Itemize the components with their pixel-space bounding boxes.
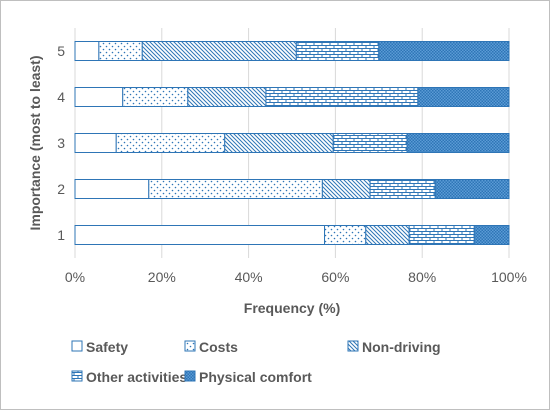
x-tick-label: 100%: [491, 269, 527, 285]
y-tick-label: 4: [57, 89, 65, 105]
x-tick-label: 20%: [148, 269, 176, 285]
bar-segment-other-activities-3: [332, 133, 408, 153]
bars: [74, 41, 510, 245]
bar-segment-safety-2: [74, 179, 150, 199]
bar-segment-costs-5: [98, 41, 143, 61]
bar-segment-non-driving-4: [187, 87, 267, 107]
bar-segment-non-driving-5: [141, 41, 297, 61]
bar-segment-non-driving-3: [224, 133, 334, 153]
x-tick-label: 80%: [408, 269, 436, 285]
legend-item-costs: Costs: [184, 339, 238, 355]
y-axis-title: Importance (most to least): [27, 55, 43, 230]
y-tick-label: 5: [57, 43, 65, 59]
bar-segment-safety-1: [74, 225, 326, 245]
bar-segment-costs-1: [324, 225, 367, 245]
legend-item-non-driving: Non-driving: [347, 339, 441, 355]
y-tick-label: 2: [57, 181, 65, 197]
legend-label: Costs: [199, 339, 238, 355]
bar-segment-costs-3: [115, 133, 226, 153]
bar-segment-other-activities-4: [265, 87, 419, 107]
bar-segment-safety-4: [74, 87, 124, 107]
bar-segment-physical-comfort-1: [473, 225, 510, 245]
bar-segment-safety-5: [74, 41, 100, 61]
bar-segment-costs-4: [122, 87, 189, 107]
bar-segment-physical-comfort-3: [406, 133, 510, 153]
x-tick-label: 60%: [321, 269, 349, 285]
legend-swatch: [347, 340, 359, 352]
x-tick-label: 0%: [65, 269, 85, 285]
bar-segment-other-activities-2: [369, 179, 436, 199]
legend: Safety Costs Non-driving Other activities Ph…: [71, 339, 441, 385]
legend-label: Non-driving: [362, 339, 441, 355]
legend-item-physical-comfort: Physical comfort: [184, 369, 312, 385]
legend-label: Safety: [86, 339, 128, 355]
bar-segment-non-driving-2: [321, 179, 371, 199]
bar-segment-physical-comfort-5: [378, 41, 510, 61]
bar-segment-non-driving-1: [365, 225, 410, 245]
x-axis-title: Frequency (%): [244, 300, 340, 316]
bar-segment-other-activities-1: [408, 225, 475, 245]
legend-item-safety: Safety: [71, 339, 128, 355]
legend-swatch: [184, 340, 196, 352]
bar-segment-safety-3: [74, 133, 117, 153]
x-tick-labels: 0% 20% 40% 60% 80% 100%: [65, 269, 527, 285]
bar-segment-other-activities-5: [295, 41, 380, 61]
bar-segment-physical-comfort-4: [417, 87, 510, 107]
bar-segment-physical-comfort-2: [434, 179, 510, 199]
legend-label: Other activities: [86, 369, 187, 385]
y-tick-label: 3: [57, 135, 65, 151]
y-tick-label: 1: [57, 227, 65, 243]
legend-item-other-activities: Other activities: [71, 369, 187, 385]
legend-swatch: [71, 370, 83, 382]
bar-segment-costs-2: [148, 179, 323, 199]
legend-swatch: [71, 340, 83, 352]
x-tick-label: 40%: [235, 269, 263, 285]
legend-label: Physical comfort: [199, 369, 312, 385]
legend-swatch: [184, 370, 196, 382]
y-tick-labels: 1 2 3 4 5: [57, 43, 65, 243]
